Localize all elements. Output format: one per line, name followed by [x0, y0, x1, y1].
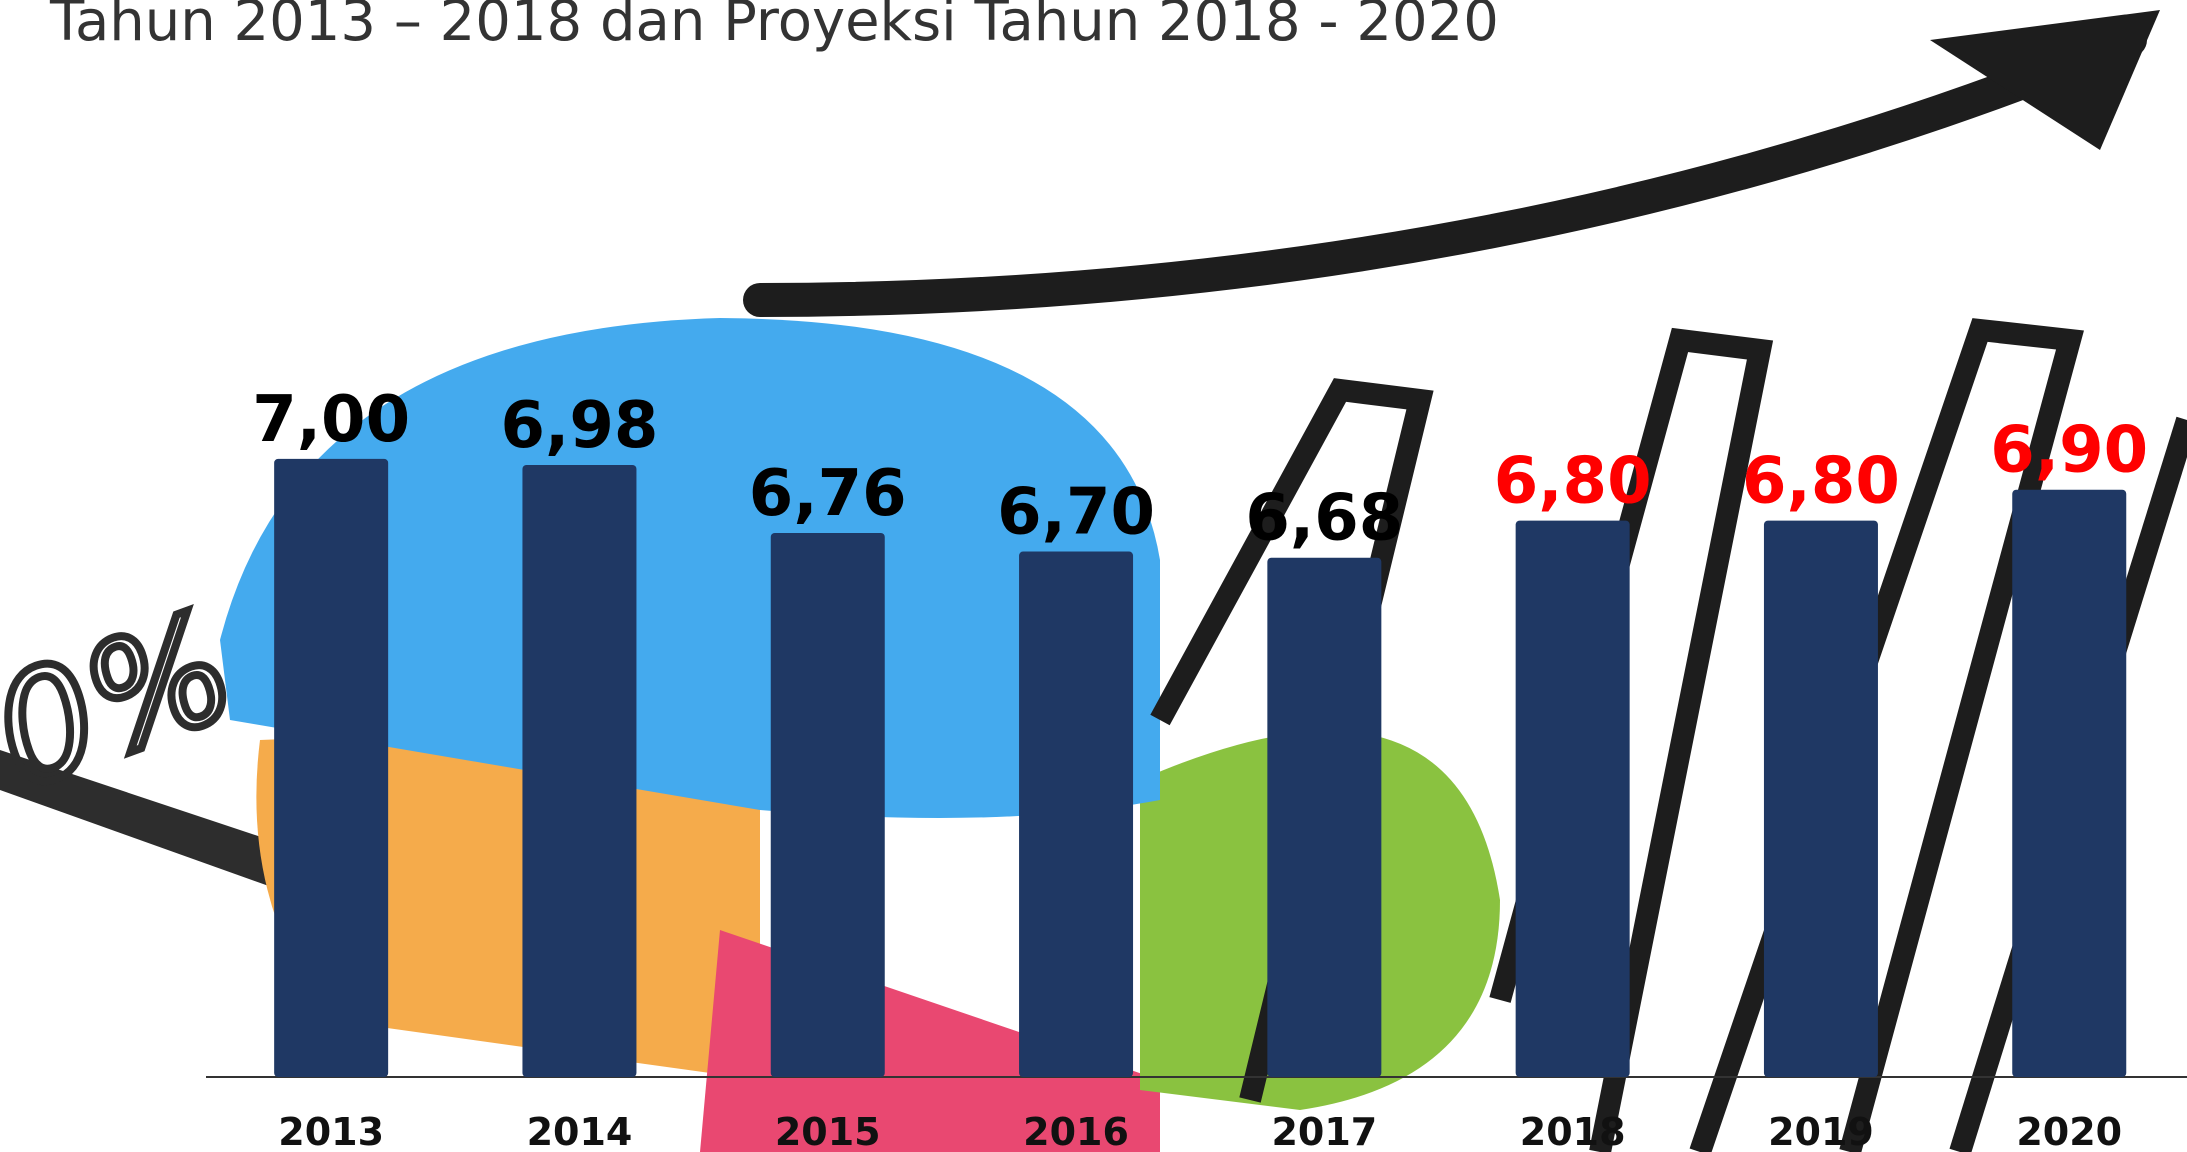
bar	[770, 533, 885, 1077]
decor-arrow	[743, 23, 2147, 317]
bar	[1515, 520, 1630, 1077]
chart-title: Tahun 2013 – 2018 dan Proyeksi Tahun 201…	[49, 0, 1499, 54]
data-label: 6,80	[1742, 445, 1900, 519]
bar	[2012, 489, 2127, 1077]
decor-percent: 0%	[0, 579, 256, 824]
data-label: 6,68	[1245, 482, 1403, 556]
bar	[1763, 520, 1878, 1077]
data-label: 6,80	[1494, 445, 1652, 519]
bar	[1019, 551, 1134, 1077]
x-tick-label: 2014	[527, 1110, 633, 1152]
bar	[522, 465, 637, 1077]
x-tick-label: 2015	[775, 1110, 881, 1152]
decor-pie-blue	[220, 318, 1160, 818]
data-label: 6,98	[500, 389, 658, 463]
x-tick-label: 2017	[1271, 1110, 1377, 1152]
x-tick-label: 2020	[2016, 1110, 2122, 1152]
x-tick-label: 2016	[1023, 1110, 1129, 1152]
decor-arrow-head	[1930, 10, 2160, 150]
data-label: 7,00	[252, 383, 410, 457]
bar	[274, 458, 389, 1077]
x-tick-label: 2018	[1520, 1110, 1626, 1152]
data-label: 6,76	[749, 457, 907, 531]
data-label: 6,70	[997, 476, 1155, 550]
decor-axis	[0, 750, 300, 890]
data-label: 6,90	[1990, 414, 2148, 488]
bar	[1267, 557, 1382, 1077]
x-tick-label: 2019	[1768, 1110, 1874, 1152]
x-tick-label: 2013	[278, 1110, 384, 1152]
